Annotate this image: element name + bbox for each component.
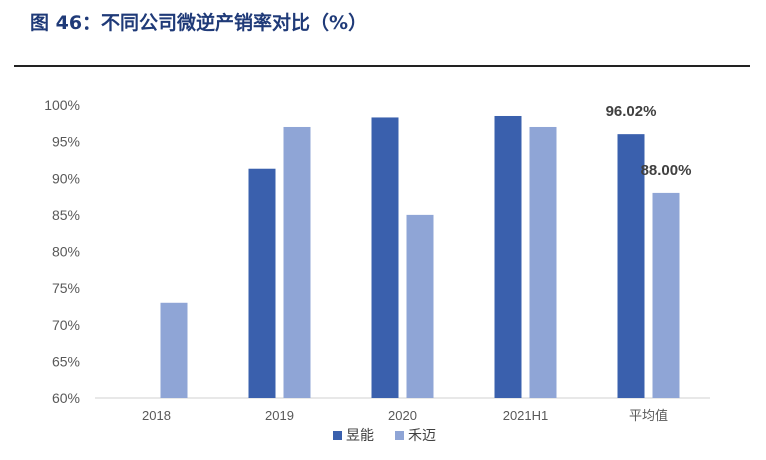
y-tick-label: 80% <box>52 244 80 260</box>
y-tick-label: 60% <box>52 390 80 406</box>
x-category-label: 2019 <box>265 408 294 423</box>
x-category-label: 2018 <box>142 408 171 423</box>
bar-昱能-2019 <box>248 168 276 398</box>
bar-昱能-2021H1 <box>494 115 522 399</box>
y-tick-label: 75% <box>52 280 80 296</box>
legend-swatch <box>333 431 342 440</box>
bar-昱能-平均值 <box>617 134 645 398</box>
x-category-label: 2020 <box>388 408 417 423</box>
y-tick-label: 85% <box>52 207 80 223</box>
bar-禾迈-2020 <box>406 214 434 398</box>
figure-title: 图 46：不同公司微逆产销率对比（%） <box>30 12 368 34</box>
x-category-label: 2021H1 <box>503 408 549 423</box>
bar-禾迈-2018 <box>160 302 188 398</box>
y-tick-label: 90% <box>52 170 80 186</box>
bar-禾迈-2019 <box>283 126 311 398</box>
bar-禾迈-平均值 <box>652 192 680 398</box>
data-label: 96.02% <box>606 103 657 120</box>
bar-昱能-2020 <box>371 117 399 398</box>
title-divider <box>14 65 750 67</box>
y-tick-label: 100% <box>44 97 80 113</box>
legend-label: 昱能 <box>346 427 374 443</box>
y-tick-label: 65% <box>52 353 80 369</box>
data-label: 88.00% <box>641 162 692 179</box>
legend-label: 禾迈 <box>408 427 436 443</box>
x-category-label: 平均值 <box>629 408 668 423</box>
bar-禾迈-2021H1 <box>529 126 557 398</box>
legend-swatch <box>395 431 404 440</box>
y-tick-label: 70% <box>52 317 80 333</box>
y-tick-label: 95% <box>52 134 80 150</box>
